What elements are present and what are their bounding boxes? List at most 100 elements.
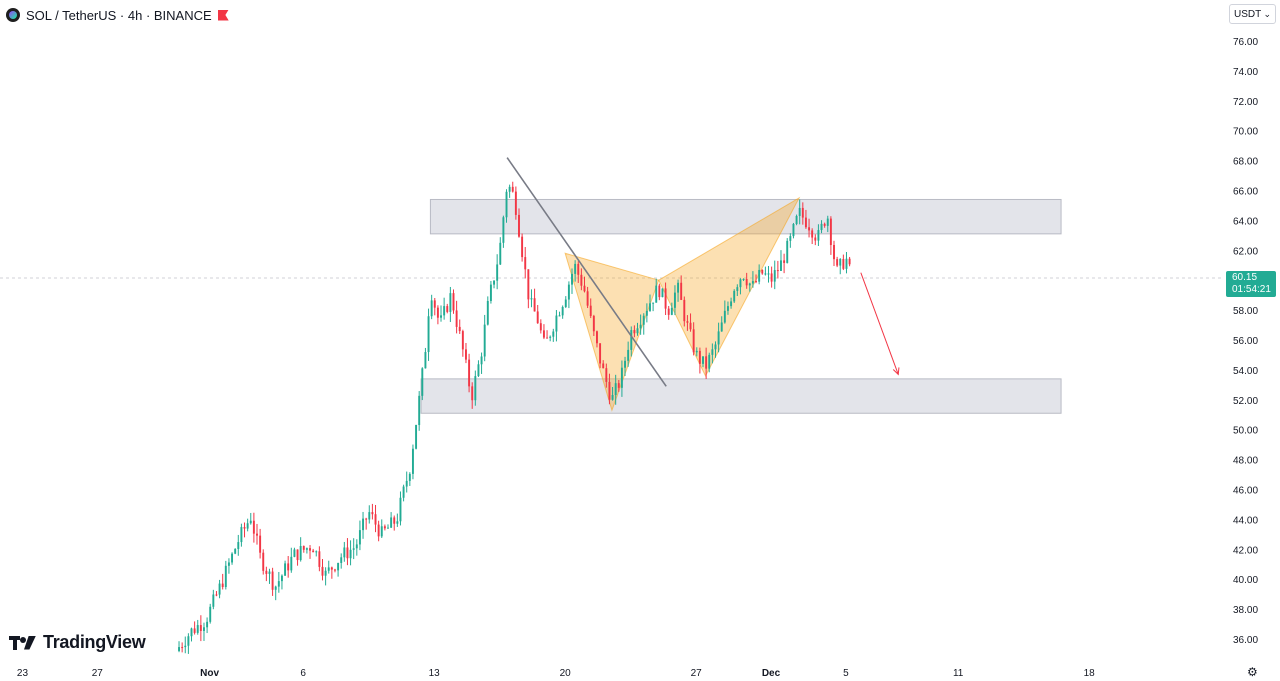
drawing-layer [506, 157, 900, 387]
candle-body [602, 363, 605, 369]
candle-body [518, 214, 520, 237]
price-tick-label: 40.00 [1233, 575, 1258, 586]
price-tick-label: 50.00 [1233, 426, 1258, 437]
candle-body [680, 282, 683, 300]
candle-body [343, 547, 346, 558]
candle-body [614, 383, 617, 396]
candle-body [630, 330, 633, 350]
candle-body [521, 236, 524, 258]
bar-countdown: 01:54:21 [1232, 284, 1271, 295]
candle-body [848, 258, 851, 265]
candle-body [340, 557, 343, 563]
red-flag-icon[interactable] [217, 9, 229, 21]
candle-body [786, 240, 789, 263]
price-tick-label: 74.00 [1233, 67, 1258, 78]
candle-body [739, 279, 742, 288]
time-tick-label: Nov [200, 668, 219, 679]
candle-body [605, 368, 608, 382]
solana-logo-icon [6, 8, 20, 22]
candle-body [252, 520, 255, 534]
candle-body [440, 315, 442, 318]
candle-body [243, 527, 246, 529]
candle-body [823, 223, 826, 226]
candle-body [726, 306, 729, 311]
candle-body [305, 548, 308, 550]
candle-body [611, 395, 614, 400]
candle-body [461, 331, 464, 350]
candle-body [249, 520, 252, 524]
candle-body [692, 329, 695, 353]
candle-body [399, 497, 402, 522]
candle-body [424, 352, 427, 369]
time-tick-label: 23 [17, 668, 29, 679]
candle-body [390, 517, 393, 528]
candle-body [496, 264, 499, 281]
time-tick-label: 11 [953, 668, 964, 679]
candle-body [215, 594, 218, 596]
candle-body [206, 621, 209, 628]
candle-body [246, 523, 249, 529]
candle-body [801, 207, 804, 218]
candle-body [658, 285, 661, 298]
tradingview-logo-icon [9, 635, 37, 650]
price-tick-label: 76.00 [1233, 37, 1258, 48]
candle-body [661, 288, 664, 298]
axis-layer: 76.00 74.00 72.00 70.00 68.00 66.00 64.00 62.00… [0, 37, 1258, 679]
candle-body [284, 563, 287, 576]
candle-body [811, 230, 814, 238]
candle-body [318, 551, 321, 567]
candle-body [608, 381, 611, 400]
candle-body [443, 306, 446, 316]
candle-body [730, 301, 733, 307]
symbol-title[interactable]: SOL / TetherUS · 4h · BINANCE [26, 7, 212, 23]
candle-body [315, 551, 318, 553]
candle-body [387, 527, 389, 529]
symbol-header[interactable]: SOL / TetherUS · 4h · BINANCE [6, 5, 229, 25]
candle-body [798, 207, 801, 216]
gear-icon[interactable]: ⚙ [1247, 665, 1258, 679]
candle-body [555, 315, 558, 332]
candle-body [792, 223, 795, 237]
candle-body [567, 284, 570, 300]
candle-body [505, 191, 508, 218]
last-price-value: 60.15 [1232, 272, 1258, 283]
candle-body [452, 293, 455, 311]
candle-body [184, 645, 187, 648]
currency-select[interactable]: USDT ⌄ [1229, 4, 1276, 24]
candle-body [377, 524, 380, 537]
price-tick-label: 36.00 [1233, 635, 1258, 646]
candle-body [761, 269, 764, 274]
candle-body [471, 386, 474, 401]
candle-body [449, 293, 452, 312]
price-tick-label: 70.00 [1233, 127, 1258, 138]
candle-body [455, 310, 458, 327]
candle-body [574, 263, 577, 274]
candle-body [664, 288, 667, 309]
tradingview-logo[interactable]: TradingView [9, 632, 146, 653]
candle-body [524, 257, 527, 270]
candle-body [433, 300, 436, 308]
candle-body [539, 323, 542, 331]
candle-body [480, 356, 483, 365]
candle-body [362, 518, 365, 531]
candle-body [595, 331, 598, 344]
candle-body [571, 273, 573, 285]
candle-body [421, 368, 424, 396]
candle-body [355, 544, 358, 549]
candle-body [227, 562, 230, 566]
candle-body [733, 290, 736, 302]
descending-trendline [506, 157, 667, 387]
candle-body [199, 625, 202, 631]
time-tick-label: 27 [691, 668, 703, 679]
price-tick-label: 42.00 [1233, 545, 1258, 556]
candle-body [586, 291, 589, 306]
candle-body [334, 569, 336, 571]
price-tick-label: 66.00 [1233, 187, 1258, 198]
candle-body [352, 548, 355, 550]
candle-body [717, 331, 720, 345]
candle-body [265, 570, 268, 574]
candle-body [349, 549, 352, 559]
candle-body [330, 567, 333, 570]
candle-body [374, 514, 377, 525]
